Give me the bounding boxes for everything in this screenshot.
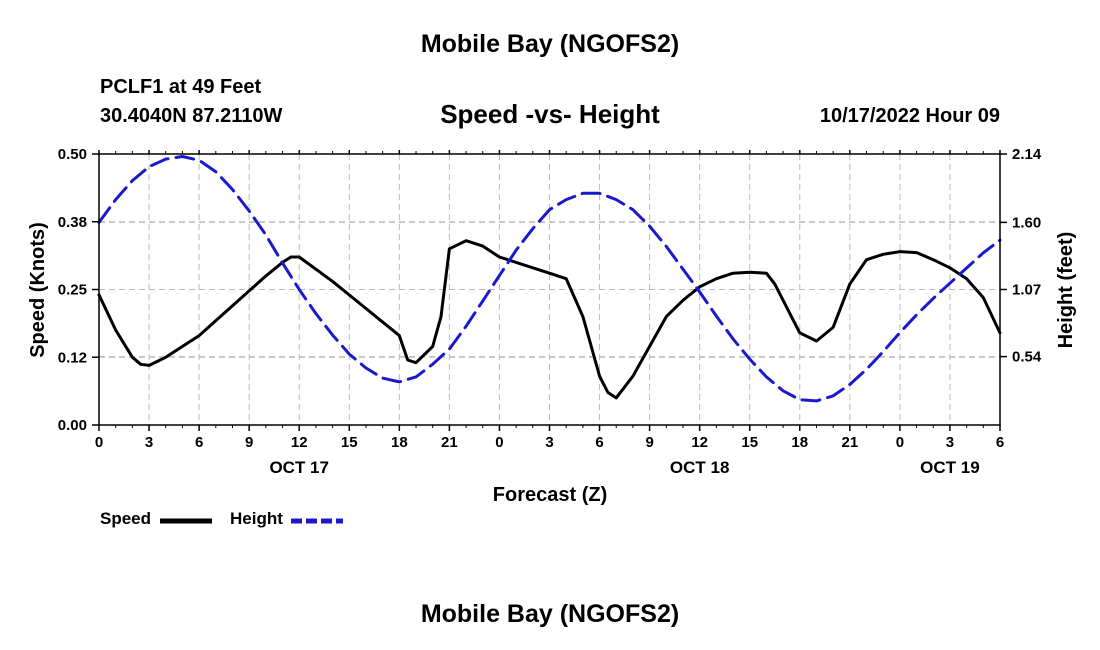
y2-tick-label: 1.60 bbox=[1012, 214, 1041, 231]
y-tick-label: 0.50 bbox=[58, 146, 87, 163]
x-tick-label: 18 bbox=[391, 434, 408, 451]
date-label: OCT 17 bbox=[269, 458, 329, 477]
x-tick-label: 21 bbox=[441, 434, 458, 451]
y2-tick-label: 2.14 bbox=[1012, 146, 1042, 163]
x-tick-label: 6 bbox=[595, 434, 603, 451]
x-tick-label: 0 bbox=[896, 434, 904, 451]
x-tick-label: 6 bbox=[996, 434, 1004, 451]
coordinates-label: 30.4040N 87.2110W bbox=[100, 105, 283, 127]
x-tick-label: 3 bbox=[946, 434, 954, 451]
y-tick-label: 0.00 bbox=[58, 417, 87, 434]
x-tick-label: 6 bbox=[195, 434, 203, 451]
y2-tick-label: 1.07 bbox=[1012, 282, 1041, 299]
y-axis-label: Speed (Knots) bbox=[27, 222, 49, 358]
chart-subtitle: Speed -vs- Height bbox=[440, 99, 660, 129]
chart-series bbox=[97, 155, 1002, 403]
height-series-line bbox=[97, 155, 1002, 403]
speed-series-line bbox=[97, 239, 1002, 400]
y2-tick-label: 0.54 bbox=[1012, 349, 1042, 366]
x-tick-label: 15 bbox=[741, 434, 758, 451]
date-label: OCT 18 bbox=[670, 458, 730, 477]
legend-height-label: Height bbox=[230, 509, 283, 528]
y-tick-label: 0.38 bbox=[58, 214, 87, 231]
y2-axis-label: Height (feet) bbox=[1055, 232, 1077, 349]
x-tick-label: 12 bbox=[291, 434, 308, 451]
y-tick-label: 0.12 bbox=[58, 349, 87, 366]
x-tick-label: 0 bbox=[495, 434, 503, 451]
x-tick-label: 18 bbox=[791, 434, 808, 451]
x-tick-label: 3 bbox=[145, 434, 153, 451]
page-title: Mobile Bay (NGOFS2) bbox=[420, 30, 680, 58]
x-tick-label: 12 bbox=[691, 434, 708, 451]
forecast-datetime: 10/17/2022 Hour 09 bbox=[819, 105, 1000, 127]
x-tick-label: 9 bbox=[645, 434, 653, 451]
x-axis-label: Forecast (Z) bbox=[493, 484, 607, 506]
x-tick-label: 9 bbox=[245, 434, 253, 451]
x-tick-label: 3 bbox=[545, 434, 553, 451]
x-tick-label: 15 bbox=[341, 434, 358, 451]
footer-title: Mobile Bay (NGOFS2) bbox=[420, 600, 680, 628]
x-tick-label: 0 bbox=[95, 434, 103, 451]
chart-axes: 0 3 6 9 12 15 18 21 0 3 6 9 12 15 18 21 0 3 6 OCT 17 OCT 18 O… bbox=[58, 146, 1042, 477]
station-label: PCLF1 at 49 Feet bbox=[100, 76, 262, 98]
legend-speed-label: Speed bbox=[100, 509, 152, 528]
date-label: OCT 19 bbox=[920, 458, 980, 477]
chart-grid bbox=[99, 153, 1000, 425]
x-tick-label: 21 bbox=[841, 434, 858, 451]
y-tick-label: 0.25 bbox=[58, 282, 87, 299]
